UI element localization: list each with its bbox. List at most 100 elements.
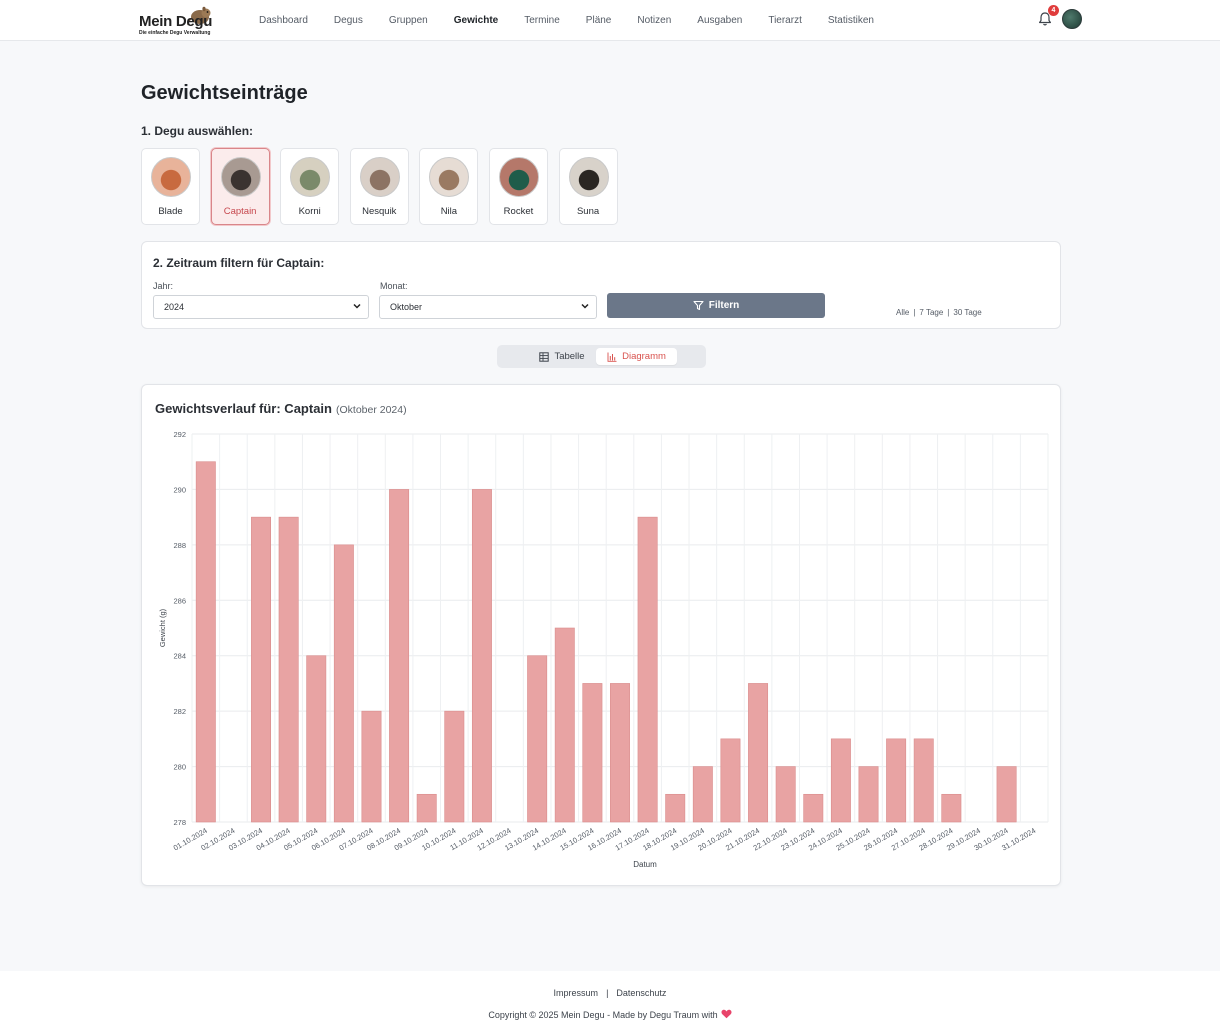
table-view-button[interactable]: Tabelle xyxy=(527,348,597,365)
chevron-down-icon xyxy=(581,303,589,309)
footer-links: Impressum | Datenschutz xyxy=(0,988,1220,998)
main-nav: Dashboard Degus Gruppen Gewichte Termine Plän… xyxy=(246,0,887,40)
month-select[interactable]: Oktober xyxy=(379,295,597,319)
range-all-link[interactable]: Alle xyxy=(896,308,910,317)
nav-link-dashboard[interactable]: Dashboard xyxy=(259,14,308,26)
bar-04.10.2024 xyxy=(278,516,299,823)
filter-title: 2. Zeitraum filtern für Captain: xyxy=(153,256,325,270)
y-tick-label: 292 xyxy=(173,430,186,439)
chart-title: Gewichtsverlauf für: Captain xyxy=(155,401,332,416)
degu-name: Rocket xyxy=(503,206,534,217)
filter-button[interactable]: Filtern xyxy=(607,293,825,318)
quick-range-links: Alle | 7 Tage | 30 Tage xyxy=(896,308,982,317)
degu-selector: Blade Captain Korni Nesquik Nila Rocket Suna xyxy=(141,148,628,225)
degu-card-rocket[interactable]: Rocket xyxy=(488,148,548,225)
table-icon xyxy=(539,351,550,362)
degu-name: Korni xyxy=(298,206,321,217)
degu-card-nesquik[interactable]: Nesquik xyxy=(349,148,409,225)
table-view-label: Tabelle xyxy=(554,351,585,362)
bar-14.10.2024 xyxy=(554,627,575,823)
degu-avatar xyxy=(429,157,470,197)
nav-link-statistiken[interactable]: Statistiken xyxy=(827,14,874,26)
bar-23.10.2024 xyxy=(803,793,824,823)
footer: Impressum | Datenschutz Copyright © 2025 M… xyxy=(0,971,1220,1036)
y-tick-label: 284 xyxy=(173,652,186,661)
x-axis-title: Datum xyxy=(633,860,657,869)
degu-card-suna[interactable]: Suna xyxy=(558,148,618,225)
nav-link-termine[interactable]: Termine xyxy=(524,14,560,26)
degu-avatar xyxy=(568,157,609,197)
degu-name: Blade xyxy=(158,206,183,217)
view-toggle: Tabelle Diagramm xyxy=(497,345,706,368)
bar-11.10.2024 xyxy=(471,489,492,823)
bar-19.10.2024 xyxy=(692,766,713,823)
bar-01.10.2024 xyxy=(195,461,216,823)
chart-view-button[interactable]: Diagramm xyxy=(596,348,677,365)
bar-18.10.2024 xyxy=(665,793,686,823)
year-label: Jahr: xyxy=(153,281,174,291)
bar-15.10.2024 xyxy=(582,683,603,823)
bar-30.10.2024 xyxy=(996,766,1017,823)
degu-select-label: 1. Degu auswählen: xyxy=(141,124,254,138)
bar-25.10.2024 xyxy=(858,766,879,823)
chart-heading: Gewichtsverlauf für: Captain (Oktober 202… xyxy=(155,401,407,416)
y-tick-label: 288 xyxy=(173,541,186,550)
funnel-icon xyxy=(693,300,704,311)
month-select-value: Oktober xyxy=(390,302,423,312)
bar-16.10.2024 xyxy=(610,683,630,823)
degu-card-captain[interactable]: Captain xyxy=(210,148,270,225)
nav-link-pl-ne[interactable]: Pläne xyxy=(585,14,612,26)
logo[interactable]: Mein Degu Die einfache Degu Verwaltung xyxy=(139,4,215,36)
degu-avatar xyxy=(359,157,400,197)
copyright: Copyright © 2025 Mein Degu - Made by Deg… xyxy=(0,1009,1220,1020)
bar-13.10.2024 xyxy=(527,655,548,823)
month-label: Monat: xyxy=(380,281,408,291)
degu-avatar xyxy=(290,157,331,197)
nav-link-tierarzt[interactable]: Tierarzt xyxy=(768,14,802,26)
year-select[interactable]: 2024 xyxy=(153,295,369,319)
bar-10.10.2024 xyxy=(444,710,465,823)
datenschutz-link[interactable]: Datenschutz xyxy=(616,988,667,998)
bar-09.10.2024 xyxy=(416,793,437,823)
bell-icon[interactable] xyxy=(1037,11,1053,27)
degu-avatar xyxy=(151,157,191,197)
nav-link-gewichte[interactable]: Gewichte xyxy=(453,14,499,26)
degu-card-nila[interactable]: Nila xyxy=(419,148,479,225)
range-separator: | xyxy=(913,308,916,317)
nav-link-ausgaben[interactable]: Ausgaben xyxy=(697,14,743,26)
y-tick-label: 286 xyxy=(173,596,186,605)
impressum-link[interactable]: Impressum xyxy=(553,988,599,998)
bar-21.10.2024 xyxy=(748,683,769,823)
bar-26.10.2024 xyxy=(886,738,907,823)
chart-card: Gewichtsverlauf für: Captain (Oktober 202… xyxy=(141,384,1061,886)
degu-name: Suna xyxy=(576,206,600,217)
range-30-days-link[interactable]: 30 Tage xyxy=(953,308,982,317)
degu-avatar xyxy=(498,157,539,197)
logo-text: Mein Degu xyxy=(139,13,213,30)
chart-period: (Oktober 2024) xyxy=(335,404,407,416)
chart-view-label: Diagramm xyxy=(622,351,666,362)
nav-link-gruppen[interactable]: Gruppen xyxy=(388,14,428,26)
bar-17.10.2024 xyxy=(637,516,658,823)
degu-name: Nesquik xyxy=(362,206,397,217)
nav-link-degus[interactable]: Degus xyxy=(333,14,363,26)
degu-name: Captain xyxy=(223,206,257,217)
bar-24.10.2024 xyxy=(830,738,851,823)
year-select-value: 2024 xyxy=(164,302,185,312)
filter-button-label: Filtern xyxy=(708,300,740,311)
user-avatar[interactable] xyxy=(1062,9,1082,29)
bar-05.10.2024 xyxy=(306,655,327,823)
degu-card-blade[interactable]: Blade xyxy=(141,148,200,225)
degu-card-korni[interactable]: Korni xyxy=(280,148,340,225)
y-axis-title: Gewicht (g) xyxy=(158,608,167,647)
degu-name: Nila xyxy=(440,206,458,217)
notification-badge: 4 xyxy=(1048,5,1059,16)
navbar: Mein Degu Die einfache Degu Verwaltung D… xyxy=(0,0,1220,41)
y-tick-label: 282 xyxy=(173,707,186,716)
degu-logo-icon xyxy=(187,6,211,26)
range-7-days-link[interactable]: 7 Tage xyxy=(919,308,944,317)
bar-08.10.2024 xyxy=(389,489,410,823)
page-title: Gewichtseinträge xyxy=(141,82,308,104)
nav-link-notizen[interactable]: Notizen xyxy=(637,14,672,26)
logo-subtitle: Die einfache Degu Verwaltung xyxy=(139,30,211,36)
